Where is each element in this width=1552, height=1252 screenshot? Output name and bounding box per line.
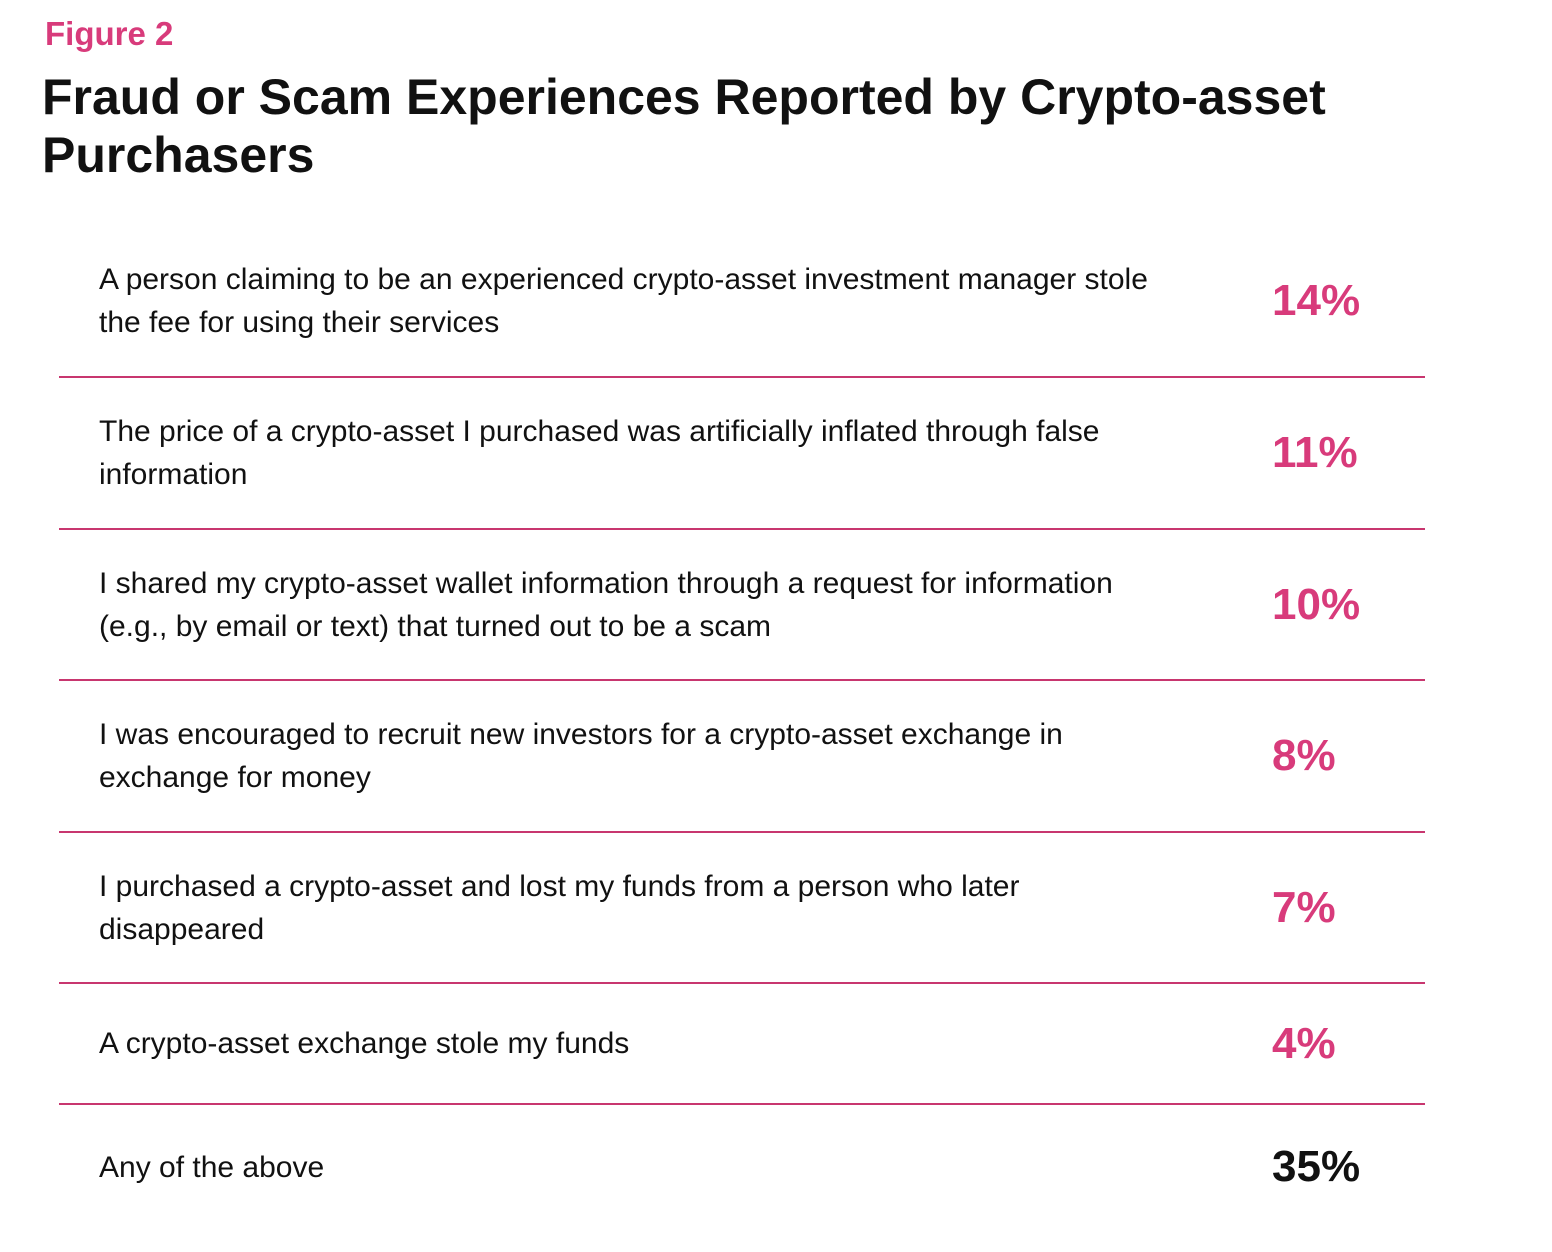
row-value: 10% (1272, 579, 1361, 629)
figure-label: Figure 2 (45, 15, 174, 52)
row-label: A crypto-asset exchange stole my funds (99, 1027, 630, 1060)
row-value: 14% (1272, 276, 1361, 325)
row-label: The price of a crypto-asset I purchased … (99, 415, 1100, 491)
row-value: 8% (1272, 731, 1336, 780)
row-label: I shared my crypto-asset wallet informat… (99, 566, 1113, 643)
table-row: I was encouraged to recruit new investor… (59, 681, 1425, 833)
row-label: I was encouraged to recruit new investor… (99, 718, 1063, 794)
row-label: A person claiming to be an experienced c… (99, 263, 1148, 339)
row-value: 11% (1272, 428, 1358, 477)
table-row: A person claiming to be an experienced c… (59, 226, 1425, 378)
results-table: A person claiming to be an experienced c… (59, 226, 1425, 1229)
row-value: 7% (1272, 882, 1336, 932)
table-row-total: Any of the above 35% (59, 1105, 1425, 1229)
table-row: The price of a crypto-asset I purchased … (59, 378, 1425, 530)
table-row: I shared my crypto-asset wallet informat… (59, 530, 1425, 681)
table-row: I purchased a crypto-asset and lost my f… (59, 833, 1425, 984)
row-value: 4% (1272, 1018, 1336, 1068)
total-value: 35% (1272, 1142, 1361, 1191)
table-row: A crypto-asset exchange stole my funds 4… (59, 984, 1425, 1105)
row-label: Any of the above (99, 1150, 325, 1184)
row-label: I purchased a crypto-asset and lost my f… (99, 869, 1020, 946)
chart-title: Fraud or Scam Experiences Reported by Cr… (42, 69, 1326, 183)
